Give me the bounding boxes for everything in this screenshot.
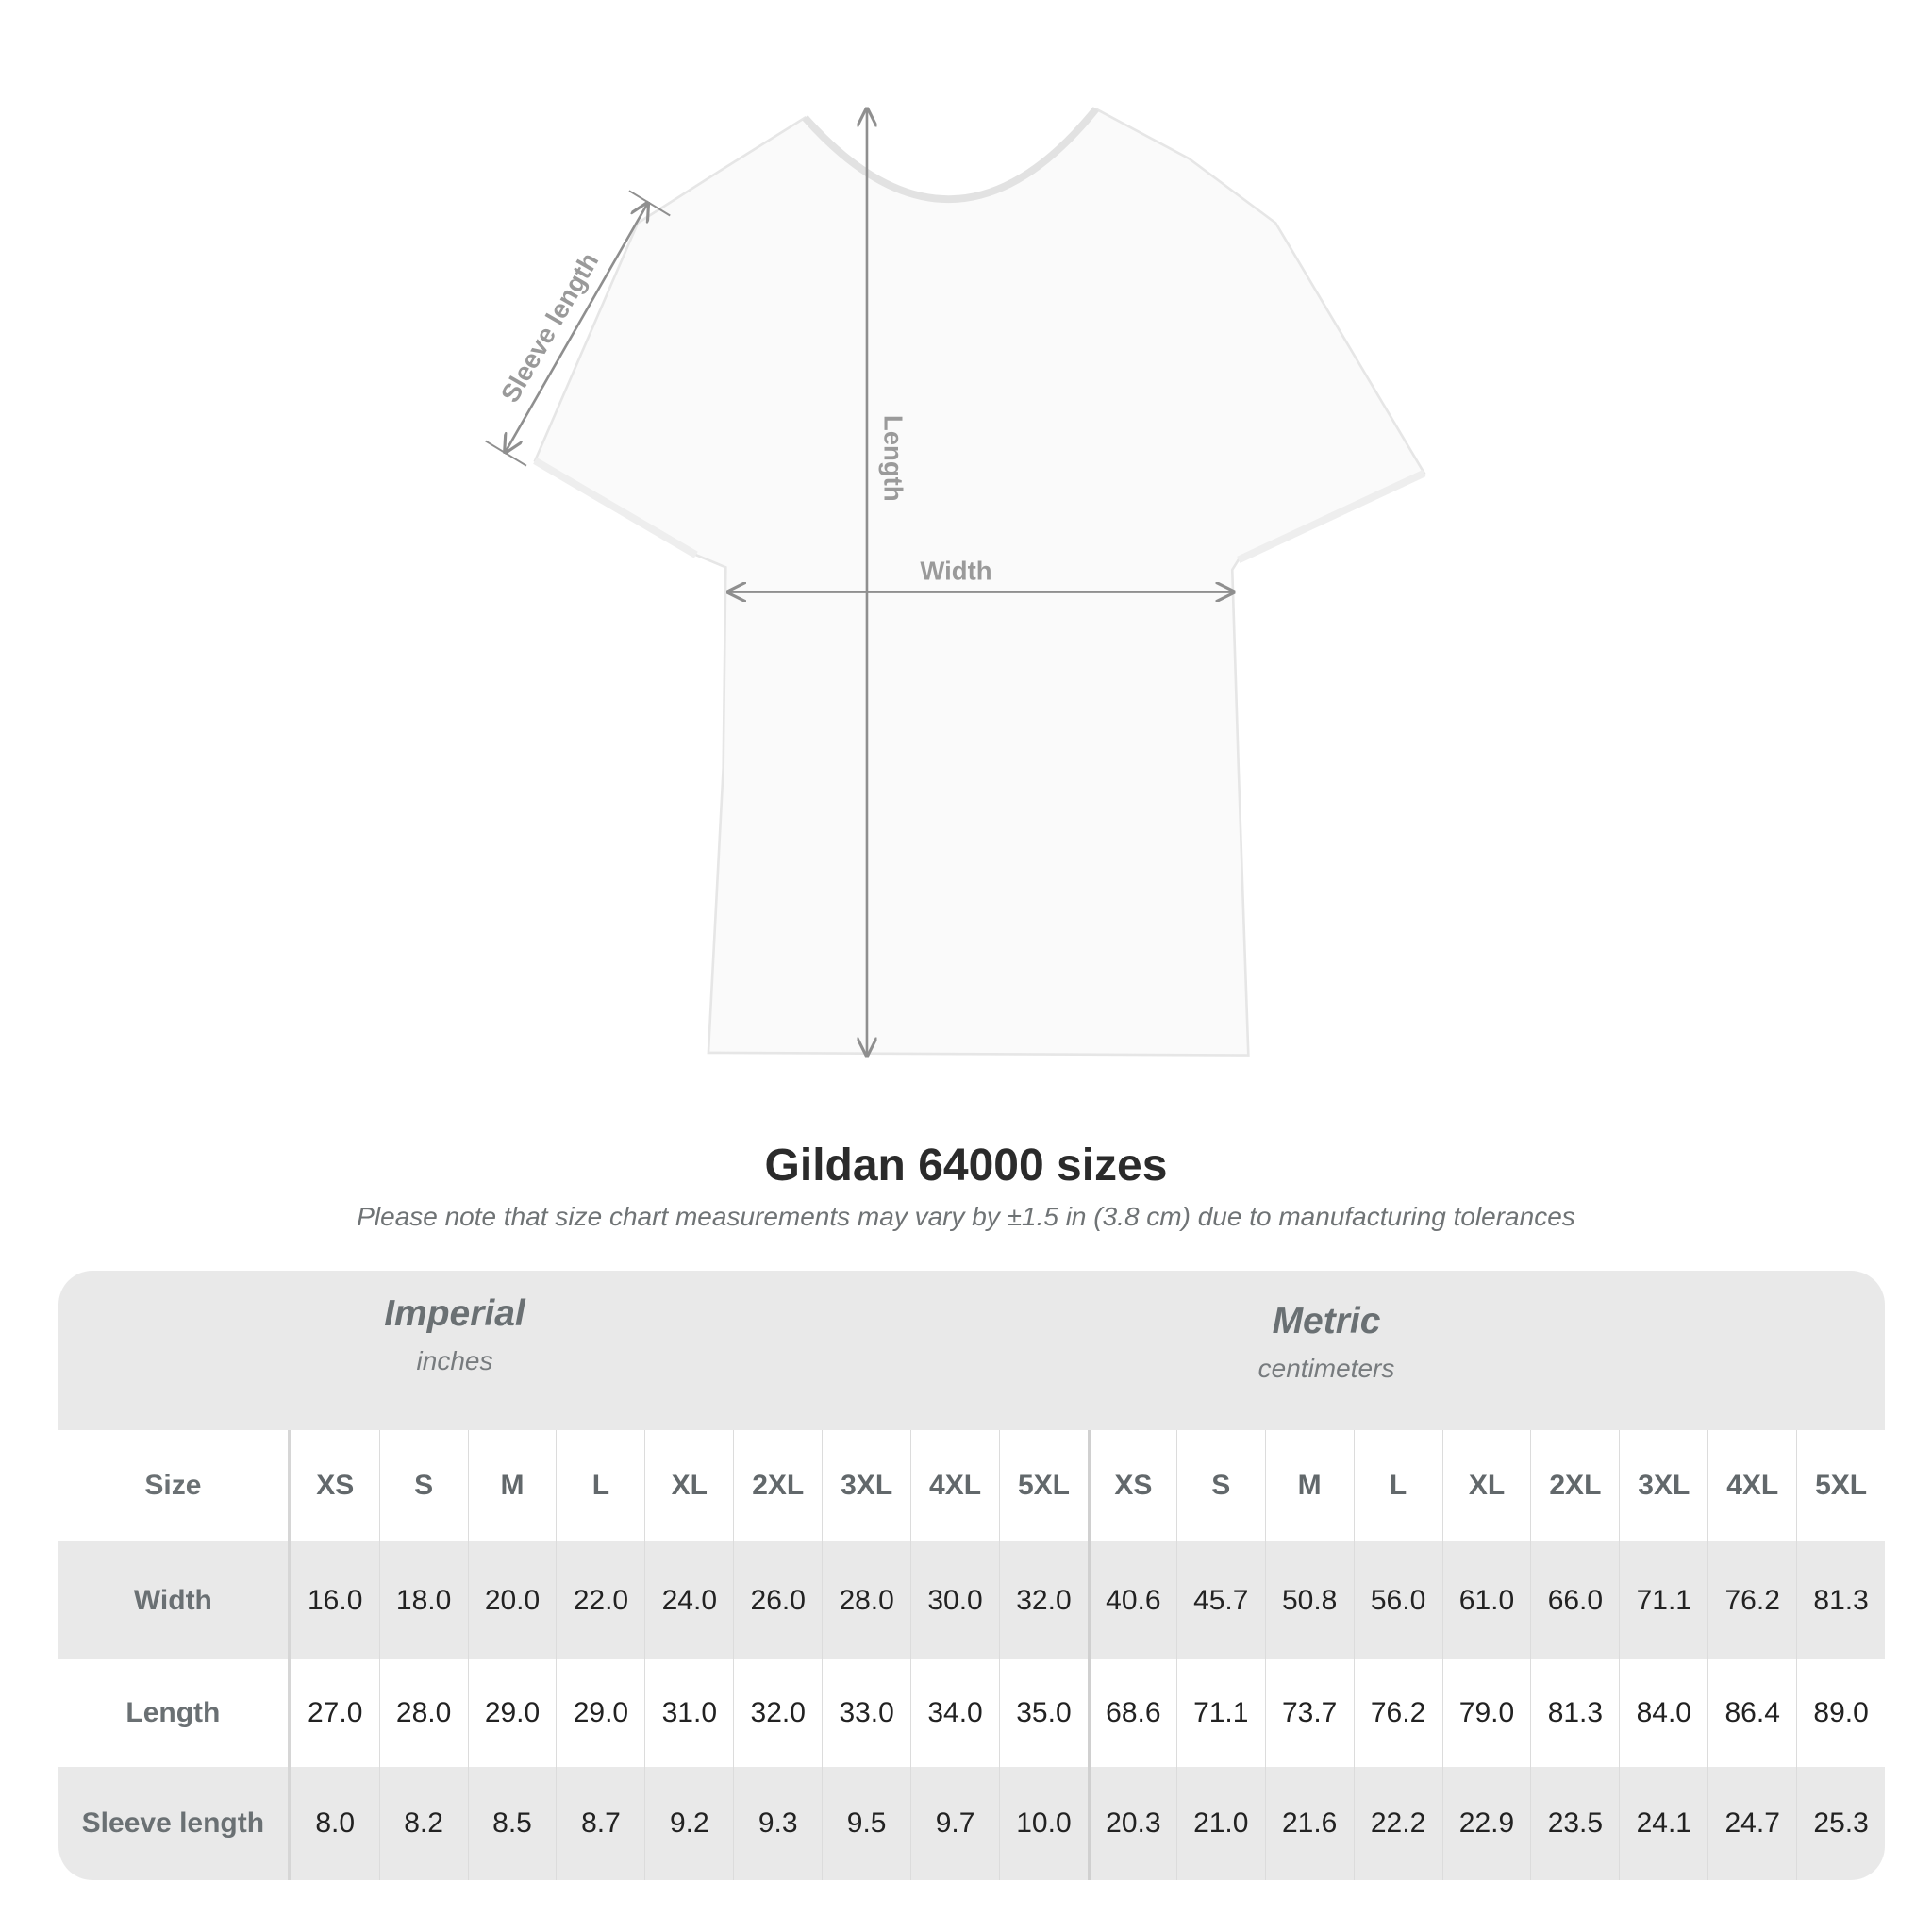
- value-cell-imperial: 8.5: [467, 1767, 557, 1880]
- value-cell-imperial: 32.0: [733, 1659, 822, 1767]
- length-label: Length: [878, 415, 908, 502]
- value-cell-metric: 50.8: [1264, 1541, 1354, 1659]
- value-cell-metric: 21.0: [1175, 1767, 1265, 1880]
- size-header-metric: 2XL: [1530, 1430, 1619, 1541]
- value-cell-imperial: 20.0: [467, 1541, 557, 1659]
- value-cell-metric: 89.0: [1796, 1659, 1885, 1767]
- value-cell-metric: 24.1: [1619, 1767, 1707, 1880]
- size-header-imperial: 2XL: [733, 1430, 822, 1541]
- size-header-metric: 4XL: [1707, 1430, 1796, 1541]
- value-cell-metric: 68.6: [1087, 1659, 1176, 1767]
- value-cell-imperial: 9.5: [822, 1767, 910, 1880]
- imperial-title: Imperial: [384, 1293, 525, 1334]
- metric-title: Metric: [1272, 1301, 1381, 1341]
- value-cell-metric: 84.0: [1619, 1659, 1707, 1767]
- metric-header: Metric centimeters: [1043, 1301, 1609, 1384]
- imperial-header: Imperial inches: [172, 1293, 738, 1376]
- value-cell-metric: 79.0: [1441, 1659, 1531, 1767]
- row-label: Size: [58, 1430, 291, 1541]
- value-cell-imperial: 22.0: [556, 1541, 644, 1659]
- value-cell-metric: 61.0: [1441, 1541, 1531, 1659]
- table-row: Length 27.0 28.0 29.0 29.0 31.0 32.0 33.0 34.0 35…: [58, 1659, 1885, 1767]
- size-header-imperial: M: [467, 1430, 557, 1541]
- size-header-imperial: 4XL: [910, 1430, 999, 1541]
- value-cell-imperial: 32.0: [999, 1541, 1088, 1659]
- value-cell-metric: 76.2: [1707, 1541, 1796, 1659]
- size-header-metric: XS: [1087, 1430, 1176, 1541]
- value-cell-imperial: 8.7: [556, 1767, 644, 1880]
- value-cell-metric: 25.3: [1796, 1767, 1885, 1880]
- sleeve-arrow: [506, 203, 648, 452]
- value-cell-metric: 81.3: [1796, 1541, 1885, 1659]
- value-cell-metric: 71.1: [1175, 1659, 1265, 1767]
- value-cell-imperial: 27.0: [290, 1659, 379, 1767]
- size-header-imperial: XS: [290, 1430, 379, 1541]
- value-cell-metric: 45.7: [1175, 1541, 1265, 1659]
- value-cell-metric: 86.4: [1707, 1659, 1796, 1767]
- value-cell-imperial: 35.0: [999, 1659, 1088, 1767]
- metric-unit: centimeters: [1257, 1354, 1395, 1383]
- value-cell-metric: 56.0: [1353, 1541, 1442, 1659]
- table-row: Sleeve length 8.0 8.2 8.5 8.7 9.2 9.3 9.5 9.7 10.…: [58, 1767, 1885, 1880]
- value-cell-metric: 21.6: [1264, 1767, 1354, 1880]
- value-cell-metric: 40.6: [1087, 1541, 1176, 1659]
- value-cell-imperial: 28.0: [822, 1541, 910, 1659]
- value-cell-imperial: 29.0: [467, 1659, 557, 1767]
- value-cell-imperial: 9.7: [910, 1767, 999, 1880]
- row-label: Sleeve length: [58, 1767, 291, 1880]
- value-cell-metric: 22.2: [1353, 1767, 1442, 1880]
- size-header-imperial: L: [556, 1430, 644, 1541]
- size-header-imperial: S: [378, 1430, 468, 1541]
- value-cell-metric: 20.3: [1087, 1767, 1176, 1880]
- size-header-metric: 3XL: [1619, 1430, 1707, 1541]
- tshirt-collar: [802, 107, 1099, 204]
- value-cell-imperial: 18.0: [378, 1541, 468, 1659]
- value-cell-metric: 24.7: [1707, 1767, 1796, 1880]
- value-cell-imperial: 8.2: [378, 1767, 468, 1880]
- value-cell-imperial: 30.0: [910, 1541, 999, 1659]
- value-cell-metric: 81.3: [1530, 1659, 1619, 1767]
- value-cell-metric: 76.2: [1353, 1659, 1442, 1767]
- value-cell-imperial: 28.0: [378, 1659, 468, 1767]
- value-cell-metric: 73.7: [1264, 1659, 1354, 1767]
- size-header-imperial: 3XL: [822, 1430, 910, 1541]
- value-cell-metric: 66.0: [1530, 1541, 1619, 1659]
- value-cell-imperial: 9.2: [644, 1767, 733, 1880]
- value-cell-metric: 71.1: [1619, 1541, 1707, 1659]
- value-cell-imperial: 10.0: [999, 1767, 1088, 1880]
- size-header-metric: M: [1264, 1430, 1354, 1541]
- value-cell-imperial: 8.0: [290, 1767, 379, 1880]
- row-label: Width: [58, 1541, 291, 1659]
- value-cell-imperial: 16.0: [290, 1541, 379, 1659]
- table-row: Width 16.0 18.0 20.0 22.0 24.0 26.0 28.0 30.0 32.…: [58, 1541, 1885, 1659]
- tolerance-note: Please note that size chart measurements…: [357, 1202, 1575, 1231]
- tshirt-diagram: Length Width Sleeve length: [485, 107, 1426, 1132]
- size-header-metric: S: [1175, 1430, 1265, 1541]
- size-header-metric: 5XL: [1796, 1430, 1885, 1541]
- value-cell-imperial: 26.0: [733, 1541, 822, 1659]
- value-cell-metric: 23.5: [1530, 1767, 1619, 1880]
- size-header-row: Size XS S M L XL 2XL 3XL 4XL 5XL XS S M L XL 2XL 3XL 4XL 5…: [58, 1430, 1885, 1541]
- value-cell-imperial: 33.0: [822, 1659, 910, 1767]
- row-label: Length: [58, 1659, 291, 1767]
- size-table: Imperial inches Metric centimeters Size X…: [58, 1271, 1885, 1880]
- size-header-metric: XL: [1441, 1430, 1531, 1541]
- chart-title: Gildan 64000 sizes: [764, 1141, 1168, 1191]
- value-cell-metric: 22.9: [1441, 1767, 1531, 1880]
- value-cell-imperial: 24.0: [644, 1541, 733, 1659]
- imperial-unit: inches: [416, 1346, 493, 1375]
- size-header-metric: L: [1353, 1430, 1442, 1541]
- size-header-imperial: 5XL: [999, 1430, 1088, 1541]
- width-label: Width: [920, 556, 991, 585]
- value-cell-imperial: 29.0: [556, 1659, 644, 1767]
- value-cell-imperial: 31.0: [644, 1659, 733, 1767]
- size-header-imperial: XL: [644, 1430, 733, 1541]
- value-cell-imperial: 9.3: [733, 1767, 822, 1880]
- value-cell-imperial: 34.0: [910, 1659, 999, 1767]
